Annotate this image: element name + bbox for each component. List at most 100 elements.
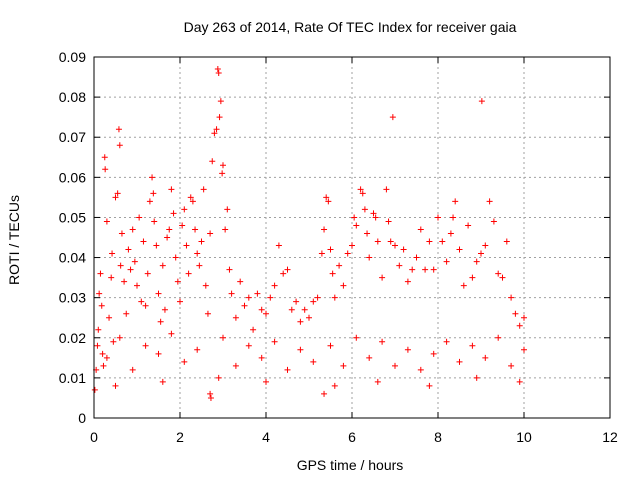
data-point	[209, 158, 216, 165]
data-point	[495, 270, 502, 277]
y-axis-label: ROTI / TECUs	[6, 195, 22, 285]
data-point	[192, 226, 199, 233]
data-point	[232, 314, 239, 321]
data-point	[258, 354, 265, 361]
data-point	[115, 126, 122, 133]
data-point	[297, 346, 304, 353]
data-point	[213, 126, 220, 133]
data-point	[138, 298, 145, 305]
axis-ticks	[93, 56, 611, 419]
data-point	[174, 278, 181, 285]
y-tick-label: 0.01	[59, 370, 86, 386]
data-point	[134, 282, 140, 289]
data-point	[306, 314, 312, 321]
data-point	[136, 214, 143, 221]
data-point	[280, 270, 287, 277]
y-tick-label: 0.08	[59, 89, 86, 105]
data-point	[220, 162, 226, 169]
data-point	[495, 334, 502, 341]
data-point	[366, 254, 373, 261]
data-point	[288, 306, 295, 313]
data-point	[357, 186, 364, 193]
y-tick-label: 0.02	[59, 330, 86, 346]
data-point	[110, 338, 117, 345]
data-point	[413, 254, 420, 261]
data-point	[164, 234, 171, 241]
data-point	[226, 266, 233, 273]
data-point	[503, 238, 510, 245]
data-point	[121, 278, 128, 285]
data-point	[435, 214, 441, 221]
data-point	[374, 378, 381, 385]
data-point	[131, 258, 138, 265]
data-point	[179, 222, 186, 229]
data-point	[211, 130, 218, 137]
data-point	[478, 98, 485, 105]
data-point	[200, 186, 207, 193]
data-point	[94, 342, 101, 349]
data-point	[404, 278, 411, 285]
data-point	[340, 282, 347, 289]
data-point	[267, 294, 274, 301]
data-point	[465, 222, 472, 229]
data-point	[263, 378, 269, 385]
data-point	[389, 114, 396, 121]
data-point	[215, 70, 222, 77]
data-point	[106, 314, 113, 321]
data-point	[194, 346, 201, 353]
data-point	[123, 310, 130, 317]
data-point	[521, 346, 527, 353]
x-tick-label: 4	[262, 429, 270, 445]
data-point	[469, 274, 476, 281]
data-point	[207, 394, 214, 401]
data-point	[117, 262, 124, 269]
data-point	[183, 242, 190, 249]
data-point	[508, 362, 515, 369]
data-point	[97, 270, 104, 277]
data-point	[114, 190, 121, 197]
data-point	[228, 290, 235, 297]
data-point	[344, 250, 351, 257]
data-point	[151, 218, 158, 225]
data-point	[521, 314, 527, 321]
y-tick-label: 0.07	[59, 129, 86, 145]
data-point	[217, 98, 224, 105]
data-point	[116, 142, 123, 149]
data-point	[127, 266, 134, 273]
data-point	[325, 198, 332, 205]
data-point	[157, 318, 164, 325]
data-point	[383, 186, 390, 193]
data-point	[379, 338, 386, 345]
data-point	[202, 282, 209, 289]
data-point	[159, 262, 166, 269]
data-point	[254, 290, 261, 297]
data-point	[370, 210, 377, 217]
data-point	[224, 206, 231, 213]
data-point	[353, 334, 360, 341]
data-point	[404, 346, 411, 353]
data-point	[516, 322, 523, 329]
data-point	[430, 350, 437, 357]
data-point	[103, 354, 110, 361]
data-point	[439, 238, 446, 245]
x-tick-label: 0	[90, 429, 98, 445]
data-point	[161, 306, 168, 313]
data-point	[155, 290, 162, 297]
data-point	[140, 238, 147, 245]
data-point	[155, 350, 162, 357]
data-point	[258, 306, 265, 313]
data-point	[166, 226, 173, 233]
data-point	[219, 170, 226, 177]
data-point	[321, 226, 328, 233]
data-point	[329, 270, 336, 277]
data-point	[396, 262, 403, 269]
data-point	[331, 382, 338, 389]
data-point	[129, 366, 136, 373]
data-point	[508, 294, 515, 301]
data-point	[364, 230, 371, 237]
data-point	[387, 238, 394, 245]
data-point	[189, 198, 196, 205]
x-tick-label: 10	[516, 429, 532, 445]
y-tick-label: 0.03	[59, 290, 86, 306]
